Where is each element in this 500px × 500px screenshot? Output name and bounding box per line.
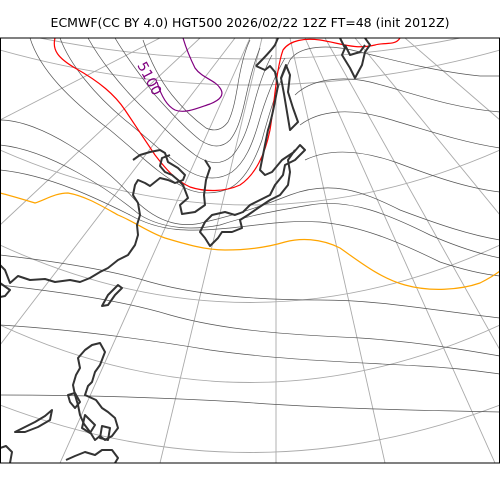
map-title: ECMWF(CC BY 4.0) HGT500 2026/02/22 12Z F… — [50, 15, 450, 30]
contour-label-5100: 5100 — [133, 59, 164, 98]
height-contours — [0, 38, 500, 413]
contour-5400 — [53, 38, 401, 192]
longitude-lines — [0, 38, 500, 463]
contour-5100 — [156, 38, 223, 112]
coastlines — [0, 38, 371, 463]
contour-5700 — [0, 192, 500, 290]
